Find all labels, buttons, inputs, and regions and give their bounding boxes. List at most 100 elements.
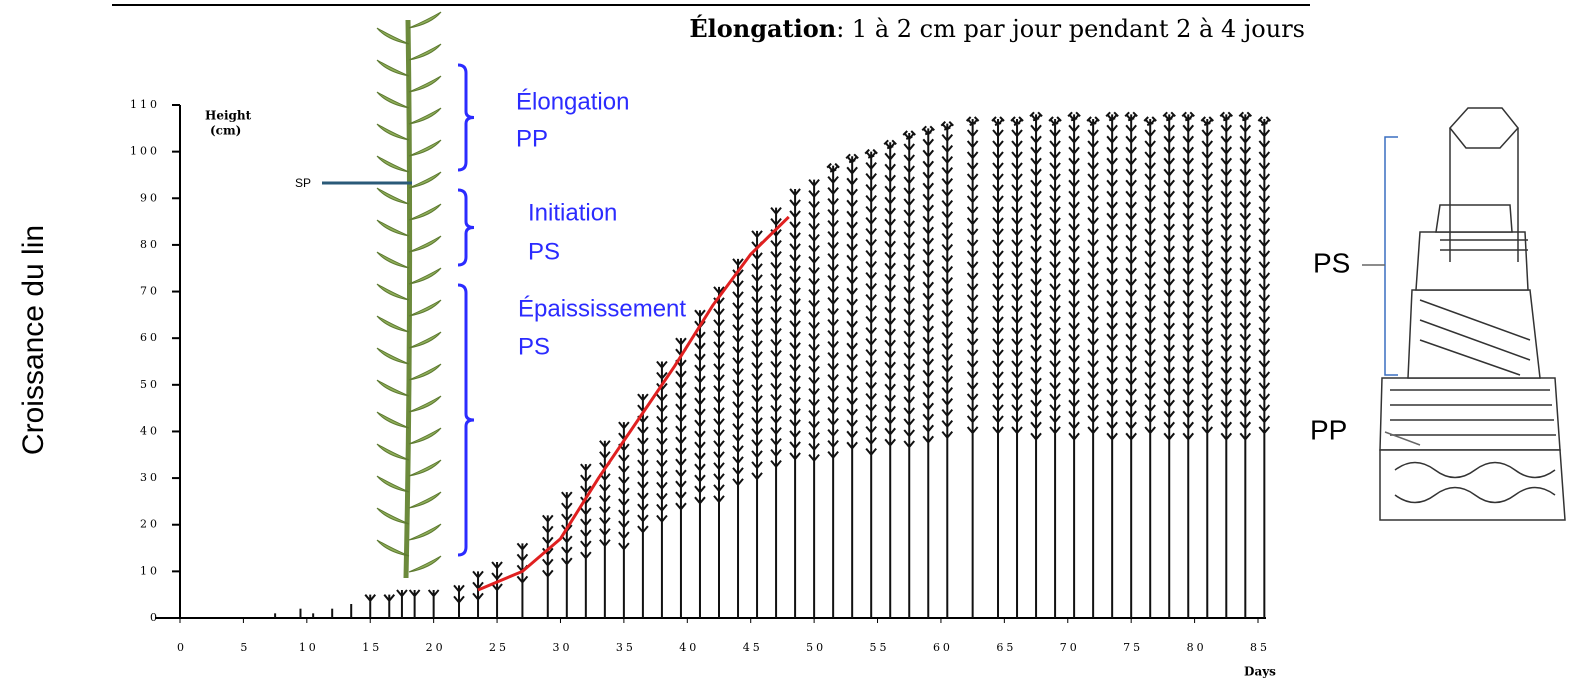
photo-leaf (408, 107, 442, 125)
x-tick-label: 20 (426, 641, 446, 654)
plant (427, 589, 440, 618)
photo-leaf (376, 91, 410, 109)
annotation: PS (528, 238, 560, 265)
photo-leaf (376, 283, 410, 301)
x-tick-label: 30 (552, 641, 572, 654)
x-tick-label: 50 (806, 641, 826, 654)
photo-leaf (408, 491, 442, 509)
plant (732, 258, 744, 618)
plant (637, 393, 649, 618)
plant (1143, 116, 1157, 618)
plant (1238, 111, 1253, 618)
annotation: Élongation (516, 88, 629, 115)
plant (902, 130, 916, 618)
plant (991, 116, 1005, 618)
photo-leaf (376, 539, 410, 557)
y-tick-label: 100 (130, 145, 160, 158)
photo-leaf (376, 155, 410, 173)
y-tick-label: 50 (140, 378, 160, 391)
photo-leaf (408, 267, 442, 285)
sp-label: SP (295, 176, 311, 190)
annotation: PP (516, 125, 548, 152)
plant (472, 570, 484, 618)
x-tick-label: 5 (240, 641, 250, 654)
x-tick-label: 70 (1060, 641, 1080, 654)
y-tick-label: 40 (140, 424, 160, 437)
annotation: Initiation (528, 199, 617, 226)
annotation: PS (518, 333, 550, 360)
plant (364, 594, 377, 618)
hatching (1390, 239, 1556, 504)
photo-leaf (408, 523, 442, 541)
x-tick-label: 40 (679, 641, 699, 654)
photo-leaf (408, 299, 442, 317)
plant-photo (376, 11, 442, 579)
photo-leaf (376, 411, 410, 429)
plant (883, 139, 897, 618)
photo-leaf (408, 43, 442, 61)
plant (940, 120, 954, 618)
y-label: Height (205, 109, 252, 123)
plant (656, 360, 668, 618)
plant (1219, 111, 1233, 618)
x-tick-label: 15 (362, 641, 382, 654)
plant (618, 421, 630, 618)
layer (1435, 204, 1513, 233)
x-tick-label: 85 (1250, 641, 1270, 654)
plant (694, 309, 706, 618)
plant (491, 561, 503, 618)
x-tick-label: 75 (1123, 641, 1143, 654)
fiber-diagram (1362, 107, 1566, 521)
photo-leaf (408, 171, 442, 189)
plant (713, 286, 725, 618)
plant (1105, 111, 1119, 618)
plant (845, 153, 859, 618)
plant (1181, 111, 1195, 618)
y-label: (cm) (210, 124, 241, 138)
photo-leaf (408, 459, 442, 477)
brace (457, 283, 475, 557)
photo-leaf (408, 203, 442, 221)
photo-leaf (376, 59, 410, 77)
y-tick-label: 110 (130, 98, 160, 111)
y-tick-label: 20 (140, 518, 160, 531)
plant (789, 188, 801, 618)
layer (1379, 377, 1561, 451)
photo-leaf (376, 27, 410, 45)
layer (1379, 449, 1566, 521)
photo-leaf (408, 427, 442, 445)
photo-leaf (376, 315, 410, 333)
photo-leaf (408, 331, 442, 349)
title-bold: Élongation (689, 14, 836, 43)
braces (457, 63, 475, 557)
photo-leaf (408, 11, 442, 29)
plant (561, 491, 573, 618)
photo-leaf (408, 363, 442, 381)
photo-leaf (408, 235, 442, 253)
diagram-label: PS (1313, 247, 1350, 278)
photo-leaf (376, 443, 410, 461)
plant (808, 178, 820, 618)
y-tick-label: 10 (140, 564, 160, 577)
plant (770, 206, 782, 618)
y-tick-label: 70 (140, 285, 160, 298)
plant (1029, 111, 1043, 618)
photo-leaf (376, 507, 410, 525)
plant (826, 162, 840, 618)
x-tick-label: 10 (299, 641, 319, 654)
y-tick-label: 30 (140, 471, 160, 484)
photo-leaf (376, 251, 410, 269)
plant (408, 589, 421, 618)
brace (457, 188, 475, 267)
photo-leaf (376, 123, 410, 141)
photo-leaf (376, 475, 410, 493)
plant (383, 594, 396, 618)
plant (1200, 116, 1214, 618)
photo-leaf (408, 555, 442, 573)
x-tick-label: 35 (616, 641, 636, 654)
plant (516, 542, 529, 618)
side-label: Croissance du lin (17, 225, 50, 455)
plant (864, 148, 878, 618)
plant (453, 584, 465, 618)
